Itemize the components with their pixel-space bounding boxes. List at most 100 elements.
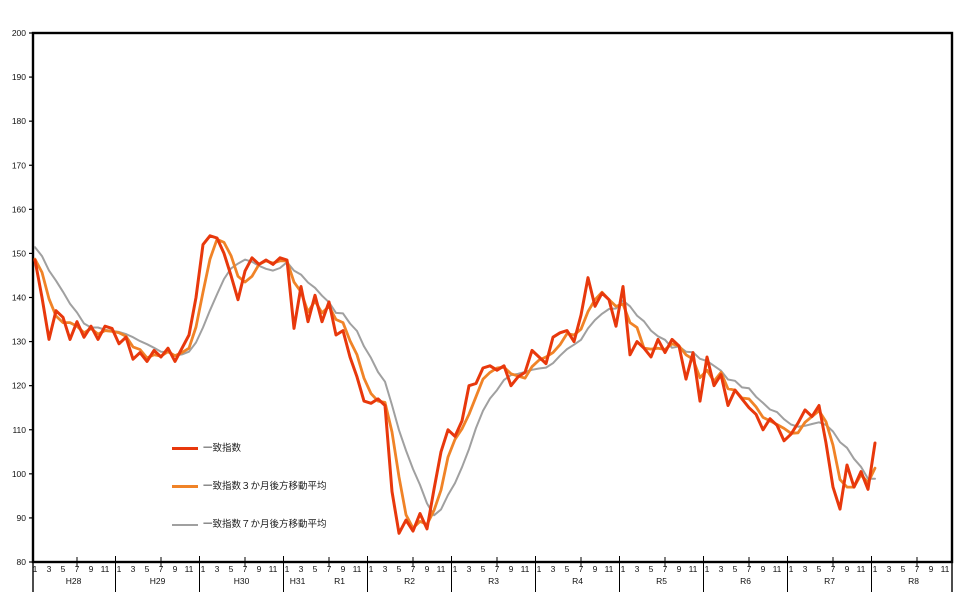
x-month-label: 3	[719, 564, 724, 574]
legend-swatch-7month-moving-average	[172, 523, 198, 526]
x-month-label: 7	[243, 564, 248, 574]
x-month-label: 7	[327, 564, 332, 574]
legend-item-coincident-index: 一致指数	[172, 442, 327, 455]
legend-item-3month-moving-average: 一致指数３か月後方移動平均	[172, 480, 327, 493]
legend-item-7month-moving-average: 一致指数７か月後方移動平均	[172, 518, 327, 531]
x-month-label: 11	[101, 564, 110, 574]
x-year-label: R5	[656, 576, 667, 586]
x-month-label: 7	[831, 564, 836, 574]
x-month-label: 1	[117, 564, 122, 574]
y-tick-label: 80	[17, 557, 27, 567]
x-month-label: 3	[887, 564, 892, 574]
x-year-label: R6	[740, 576, 751, 586]
x-month-label: 9	[845, 564, 850, 574]
x-month-label: 3	[131, 564, 136, 574]
x-month-label: 1	[789, 564, 794, 574]
x-month-label: 1	[33, 564, 38, 574]
x-month-label: 7	[579, 564, 584, 574]
x-month-label: 11	[857, 564, 866, 574]
x-month-label: 3	[635, 564, 640, 574]
x-month-label: 5	[733, 564, 738, 574]
x-year-label: R8	[908, 576, 919, 586]
x-month-label: 11	[689, 564, 698, 574]
x-month-label: 1	[621, 564, 626, 574]
x-axis: H28 H29 H30 H31 R1 R2 R3 R4 R5 R6 R7 R81 3 5 7 9 11 1 3 5 7 9…	[32, 556, 953, 592]
x-month-label: 7	[747, 564, 752, 574]
x-month-label: 11	[437, 564, 446, 574]
x-month-label: 9	[257, 564, 262, 574]
x-month-label: 9	[593, 564, 598, 574]
x-month-label: 3	[467, 564, 472, 574]
x-month-label: 1	[537, 564, 542, 574]
x-month-label: 3	[299, 564, 304, 574]
x-month-label: 1	[453, 564, 458, 574]
x-month-label: 7	[411, 564, 416, 574]
x-year-label: R1	[334, 576, 345, 586]
x-month-label: 3	[215, 564, 220, 574]
x-month-label: 7	[159, 564, 164, 574]
x-month-label: 11	[521, 564, 530, 574]
x-month-label: 11	[185, 564, 194, 574]
y-tick-label: 190	[12, 72, 26, 82]
x-year-label: H30	[234, 576, 250, 586]
x-month-label: 7	[75, 564, 80, 574]
x-month-label: 5	[481, 564, 486, 574]
legend-label-7month-moving-average: 一致指数７か月後方移動平均	[203, 519, 327, 530]
y-tick-label: 180	[12, 116, 26, 126]
x-month-label: 5	[397, 564, 402, 574]
x-month-label: 9	[509, 564, 514, 574]
x-month-label: 9	[761, 564, 766, 574]
x-month-label: 9	[929, 564, 934, 574]
x-month-label: 11	[269, 564, 278, 574]
y-tick-label: 100	[12, 469, 26, 479]
series-line-coincident-index	[33, 234, 877, 535]
x-month-label: 1	[201, 564, 206, 574]
y-axis: 80 90 100 110 120 130 140 150 160 170 180 190 200	[12, 28, 33, 567]
y-tick-label: 120	[12, 381, 26, 391]
x-month-label: 5	[145, 564, 150, 574]
x-month-label: 11	[353, 564, 362, 574]
x-month-label: 5	[817, 564, 822, 574]
x-month-label: 1	[285, 564, 290, 574]
x-month-label: 5	[649, 564, 654, 574]
y-tick-label: 170	[12, 160, 26, 170]
x-month-label: 9	[341, 564, 346, 574]
y-tick-label: 140	[12, 293, 26, 303]
x-year-label: H31	[290, 576, 306, 586]
x-month-label: 9	[677, 564, 682, 574]
x-month-label: 9	[425, 564, 430, 574]
x-year-label: R7	[824, 576, 835, 586]
x-month-label: 1	[873, 564, 878, 574]
x-month-label: 11	[941, 564, 950, 574]
x-year-label: H28	[66, 576, 82, 586]
y-tick-label: 200	[12, 28, 26, 38]
x-month-label: 5	[901, 564, 906, 574]
y-tick-label: 150	[12, 248, 26, 258]
x-month-label: 11	[605, 564, 614, 574]
y-tick-label: 160	[12, 204, 26, 214]
legend-label-coincident-index: 一致指数	[203, 443, 242, 454]
x-year-label: R4	[572, 576, 583, 586]
x-month-label: 1	[369, 564, 374, 574]
x-year-label: H29	[150, 576, 166, 586]
legend-swatch-coincident-index	[172, 447, 198, 450]
series-line-coincident-index-7month-backward-moving-average	[34, 246, 876, 517]
legend-swatch-3month-moving-average	[172, 485, 198, 488]
x-month-label: 5	[313, 564, 318, 574]
x-month-label: 3	[47, 564, 52, 574]
x-month-label: 3	[383, 564, 388, 574]
x-month-label: 11	[773, 564, 782, 574]
legend-label-3month-moving-average: 一致指数３か月後方移動平均	[203, 481, 327, 492]
x-month-label: 9	[173, 564, 178, 574]
x-month-label: 5	[565, 564, 570, 574]
x-month-label: 1	[705, 564, 710, 574]
plot-border	[31, 31, 954, 564]
x-month-label: 3	[803, 564, 808, 574]
x-month-label: 7	[915, 564, 920, 574]
y-tick-label: 90	[17, 513, 27, 523]
y-tick-label: 110	[12, 425, 26, 435]
x-month-label: 5	[61, 564, 66, 574]
legend: 一致指数 一致指数３か月後方移動平均 一致指数７か月後方移動平均	[172, 442, 327, 531]
x-month-label: 3	[551, 564, 556, 574]
